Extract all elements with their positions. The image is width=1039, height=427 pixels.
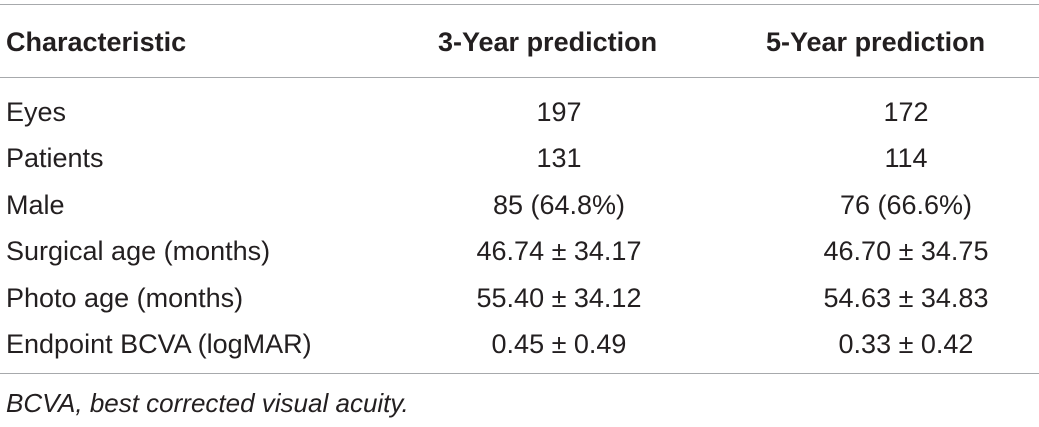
column-header-characteristic: Characteristic [6,27,187,57]
cell-5-year: 172 [883,97,929,127]
table-header-row: Characteristic 3-Year prediction 5-Year … [0,18,1039,66]
row-label: Male [6,190,65,220]
cell-5-year: 114 [884,143,928,173]
cell-5-year: 0.33 ± 0.42 [838,329,974,359]
table-row: Male 85 (64.8%) 76 (66.6%) [0,182,1039,228]
column-header-5-year: 5-Year prediction [766,27,986,57]
row-label: Patients [6,143,104,173]
cell-3-year: 85 (64.8%) [492,190,626,220]
row-label: Photo age (months) [6,283,244,313]
cell-3-year: 0.45 ± 0.49 [491,329,627,359]
table-row: Endpoint BCVA (logMAR) 0.45 ± 0.49 0.33 … [0,321,1039,367]
table-header-rule [0,77,1039,78]
row-label: Endpoint BCVA (logMAR) [6,329,312,359]
cell-3-year: 197 [536,97,582,127]
table-footnote: BCVA, best corrected visual acuity. [6,388,409,418]
row-label: Surgical age (months) [6,236,271,266]
cell-3-year: 131 [536,143,582,173]
table-row: Eyes 197 172 [0,89,1039,135]
cell-5-year: 76 (66.6%) [839,190,973,220]
table-row: Patients 131 114 [0,135,1039,181]
table-bottom-rule [0,373,1039,374]
cell-5-year: 46.70 ± 34.75 [823,236,989,266]
row-label: Eyes [6,97,67,127]
cell-3-year: 46.74 ± 34.17 [476,236,642,266]
table-top-rule [0,4,1039,5]
cell-3-year: 55.40 ± 34.12 [476,283,642,313]
table-row: Surgical age (months) 46.74 ± 34.17 46.7… [0,228,1039,274]
table-row: Photo age (months) 55.40 ± 34.12 54.63 ±… [0,275,1039,321]
column-header-3-year: 3-Year prediction [438,27,658,57]
cell-5-year: 54.63 ± 34.83 [823,283,989,313]
